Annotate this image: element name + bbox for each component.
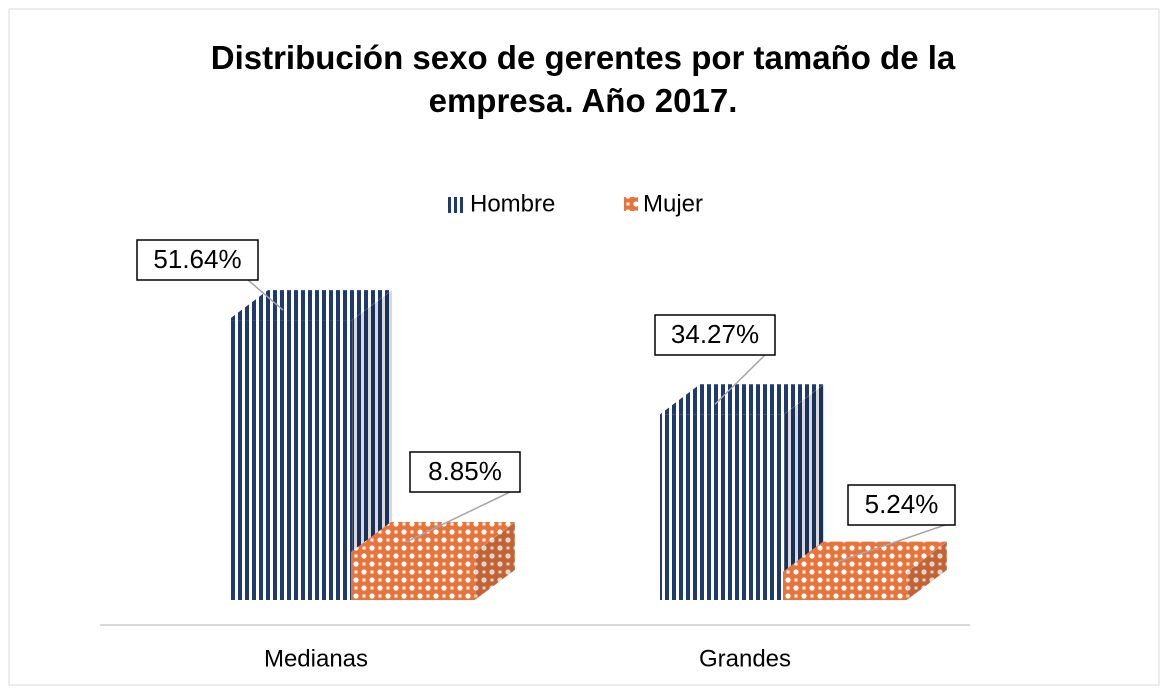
legend-label: Mujer <box>643 190 703 217</box>
x-tick-label: Medianas <box>264 645 368 672</box>
bar-top <box>783 541 947 572</box>
bar-front <box>351 552 475 600</box>
legend-swatch-part <box>448 197 451 213</box>
bar <box>660 383 825 601</box>
bar-side-shade <box>475 522 515 600</box>
data-label: 51.64% <box>153 244 241 274</box>
bar <box>783 541 948 601</box>
chart-border <box>8 8 1160 686</box>
legend-label: Hombre <box>470 190 555 217</box>
legend-swatch-part <box>624 197 638 211</box>
bar-side-shade <box>907 541 947 600</box>
bar-front <box>228 320 352 600</box>
bar-side-shade <box>784 384 824 600</box>
bar <box>351 521 516 601</box>
legend-swatch-part <box>454 197 457 213</box>
x-tick-label: Grandes <box>699 645 791 672</box>
leader-line <box>405 491 511 543</box>
data-label-box <box>409 451 521 493</box>
legend-item: Mujer <box>624 190 703 217</box>
data-label: 34.27% <box>671 319 759 349</box>
leader-line <box>247 279 284 311</box>
chart-title: Distribución sexo de gerentes por tamaño… <box>210 39 956 119</box>
legend-swatch-part <box>460 197 463 213</box>
leader-line <box>714 354 766 405</box>
bar-front <box>660 414 784 600</box>
data-label: 5.24% <box>865 489 939 519</box>
data-label-box <box>847 484 956 526</box>
bar-top <box>660 384 824 415</box>
data-label-box <box>654 314 776 356</box>
leader-line <box>837 524 946 563</box>
data-label: 8.85% <box>428 456 502 486</box>
bar-front <box>783 571 907 600</box>
bar-side-shade <box>352 290 392 600</box>
data-label-box <box>136 239 259 281</box>
legend-item: Hombre <box>448 190 555 217</box>
bar-top <box>351 522 515 553</box>
